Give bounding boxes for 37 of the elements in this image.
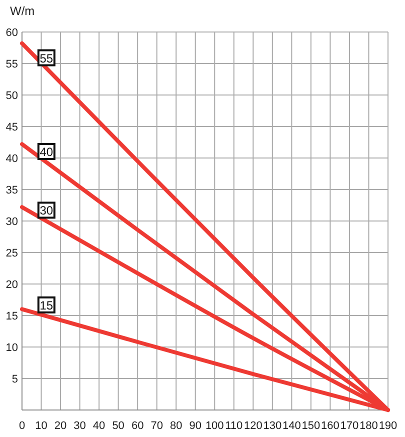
x-tick-label: 170 xyxy=(340,420,359,432)
y-tick-label: 50 xyxy=(6,90,18,102)
x-tick-label: 0 xyxy=(18,420,26,432)
series-label: 15 xyxy=(40,298,54,312)
x-tick-label: 130 xyxy=(263,420,282,432)
x-tick-label: 80 xyxy=(170,420,182,432)
y-tick-label: 60 xyxy=(6,27,18,39)
x-tick-label: 40 xyxy=(92,420,106,432)
x-tick-label: 180 xyxy=(360,420,378,432)
x-tick-label: 190 xyxy=(378,420,398,432)
x-tick-label: 160 xyxy=(321,420,340,432)
y-tick-label: 5 xyxy=(12,374,18,386)
x-tick-label: 120 xyxy=(244,420,262,432)
x-tick-label: 60 xyxy=(131,420,144,432)
y-tick-label: 10 xyxy=(6,342,18,354)
series-label: 30 xyxy=(40,204,54,218)
x-tick-label: 140 xyxy=(282,420,301,432)
y-tick-label: 55 xyxy=(6,58,18,70)
x-tick-label: 70 xyxy=(150,420,163,432)
series-label: 40 xyxy=(40,144,54,159)
x-tick-label: 20 xyxy=(54,420,67,432)
x-tick-label: 90 xyxy=(189,420,202,432)
x-tick-label: 110 xyxy=(225,420,243,432)
y-axis-title: W/m xyxy=(10,4,35,18)
y-tick-label: 40 xyxy=(6,153,18,165)
y-tick-label: 30 xyxy=(6,216,18,228)
y-tick-label: 45 xyxy=(6,122,18,134)
x-tick-label: 100 xyxy=(205,420,224,432)
x-tick-label: 10 xyxy=(35,420,48,432)
y-tick-label: 15 xyxy=(6,310,18,322)
series-label: 55 xyxy=(40,51,54,66)
y-tick-label: 20 xyxy=(6,279,18,291)
x-tick-label: 150 xyxy=(302,420,320,432)
y-tick-label: 25 xyxy=(6,248,18,260)
y-tick-label: 35 xyxy=(6,184,18,196)
x-tick-label: 30 xyxy=(74,420,86,432)
x-tick-label: 50 xyxy=(112,420,124,432)
